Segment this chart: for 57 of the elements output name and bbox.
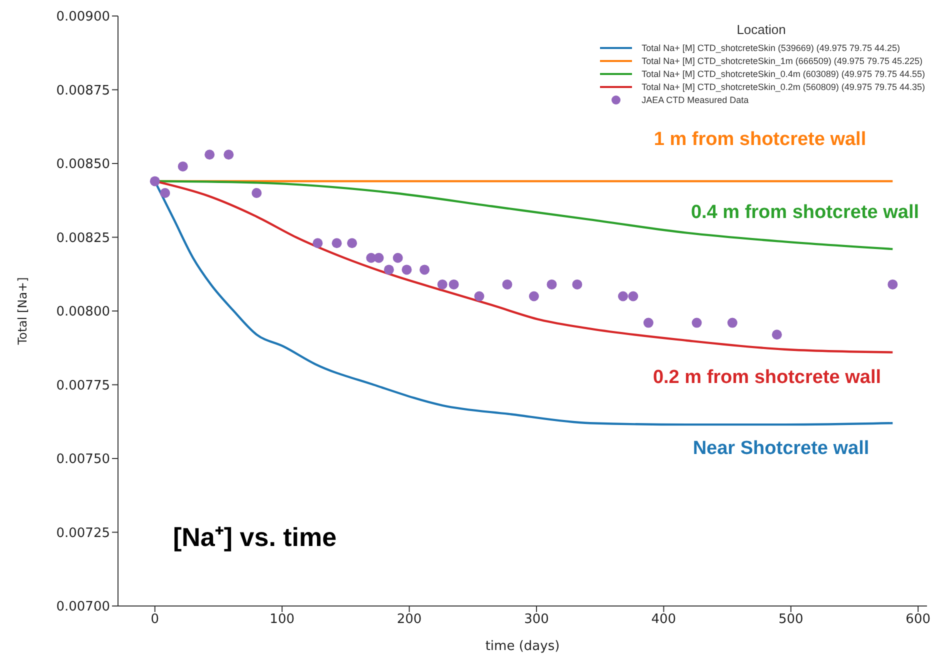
x-tick-label: 300 — [524, 612, 549, 628]
point — [312, 238, 323, 248]
point — [374, 252, 384, 263]
legend-title: Location — [736, 22, 787, 37]
point — [448, 279, 459, 290]
point — [437, 279, 448, 290]
point — [502, 279, 512, 290]
point — [252, 188, 262, 198]
y-tick-label: 0.00725 — [56, 526, 110, 541]
point — [772, 330, 782, 340]
annotation: 0.2 m from shotcrete wall — [652, 367, 882, 389]
y-tick-label: 0.00825 — [56, 230, 110, 246]
point — [546, 279, 557, 290]
x-tick-label: 600 — [906, 612, 931, 628]
x-tick-label: 100 — [270, 612, 295, 628]
y-tick-label: 0.00850 — [56, 157, 110, 172]
y-axis-title: Total [Na+] — [15, 277, 30, 346]
point — [420, 264, 430, 275]
point — [347, 238, 358, 248]
y-tick-label: 0.00750 — [56, 452, 110, 468]
point — [528, 291, 539, 302]
point — [888, 279, 898, 290]
point — [618, 291, 628, 302]
x-axis-title: time (days) — [485, 639, 560, 654]
x-tick-label: 400 — [651, 612, 676, 628]
point — [332, 238, 342, 248]
y-tick-label: 0.00875 — [56, 83, 110, 98]
point — [384, 264, 394, 275]
point — [572, 279, 582, 290]
point — [628, 291, 638, 302]
annotation: Near Shotcrete wall — [692, 438, 870, 460]
point — [727, 318, 738, 328]
x-tick-label: 500 — [778, 612, 804, 628]
point — [178, 161, 188, 172]
point — [692, 318, 702, 328]
point — [474, 291, 484, 302]
annotation: 0.4 m from shotcrete wall — [690, 202, 920, 224]
point — [160, 188, 170, 198]
point — [204, 150, 215, 160]
legend-label: Total Na+ [M] CTD_shotcreteSkin (539669) (49.975 79.75 44.25) — [642, 42, 900, 52]
legend-label: JAEA CTD Measured Data — [642, 94, 749, 104]
annotation: 1 m from shotcrete wall — [654, 129, 866, 151]
legend-label: Total Na+ [M] CTD_shotcreteSkin_1m (666509) (49.975 79.75 45.225) — [642, 56, 922, 66]
y-tick-label: 0.00775 — [56, 378, 110, 394]
point — [402, 264, 412, 275]
y-tick-label: 0.00800 — [56, 304, 110, 320]
point — [392, 252, 403, 263]
y-tick-label: 0.00900 — [56, 10, 110, 25]
legend-label: Total Na+ [M] CTD_shotcreteSkin_0.4m (603089) (49.975 79.75 44.55) — [642, 68, 925, 78]
point — [224, 150, 234, 160]
legend-label: Total Na+ [M] CTD_shotcreteSkin_0.2m (560809) (49.975 79.75 44.35) — [642, 82, 925, 92]
x-tick-label: 0 — [150, 612, 160, 628]
text: [Na⁺] vs. time — [173, 521, 337, 554]
x-tick-label: 200 — [396, 612, 422, 628]
point — [150, 176, 160, 186]
y-tick-label: 0.00700 — [56, 600, 110, 615]
point — [643, 318, 654, 328]
